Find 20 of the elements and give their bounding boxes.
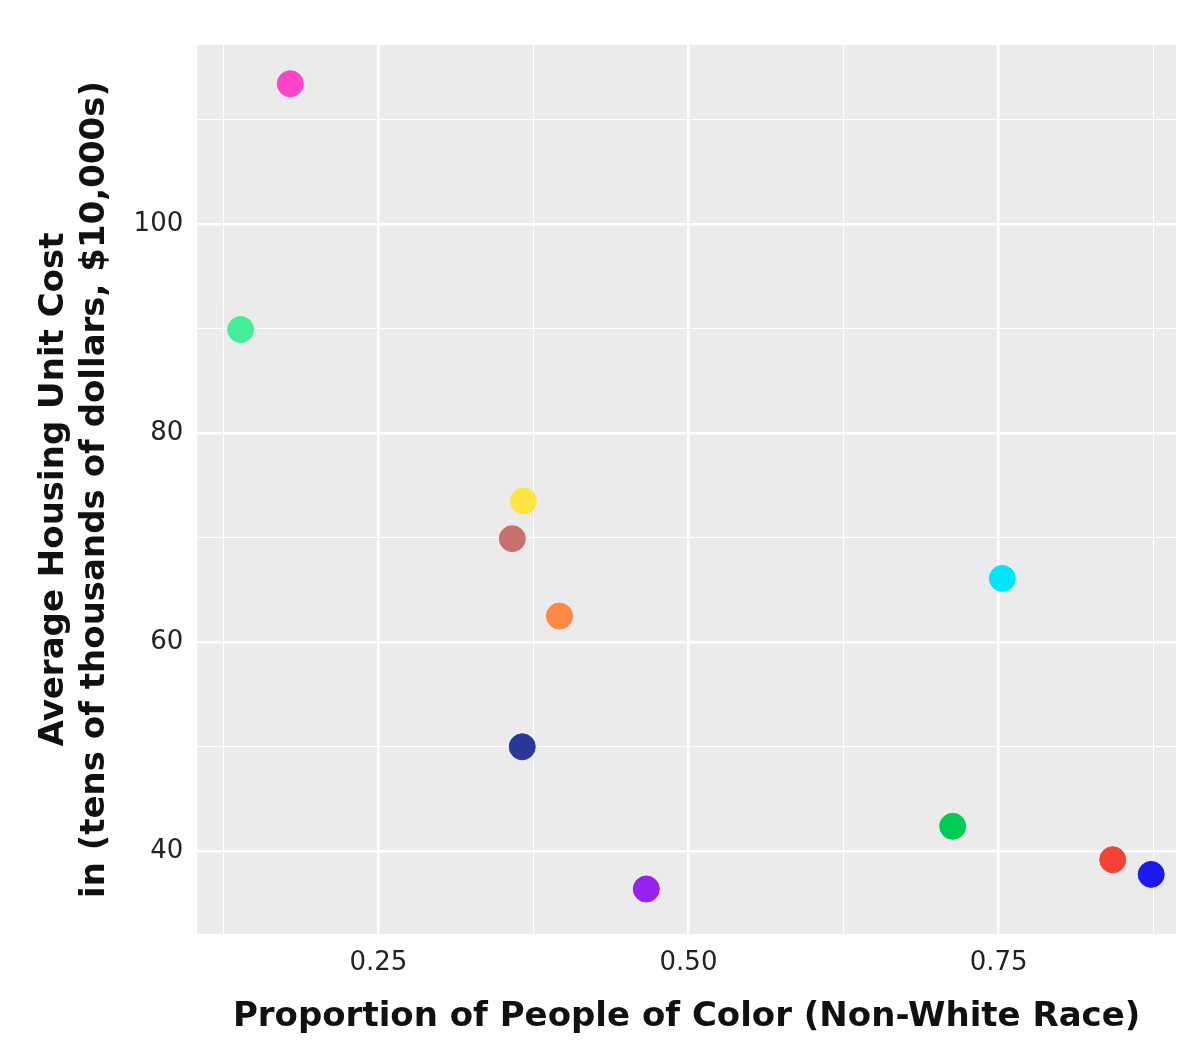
point: [1137, 860, 1165, 888]
point: [545, 602, 573, 630]
x-tick-label: 0.50: [659, 946, 718, 977]
point: [498, 525, 526, 553]
point: [988, 564, 1016, 592]
x-axis-title: Proportion of People of Color (Non-White Race): [232, 994, 1141, 1035]
x-tick-label: 0.25: [349, 946, 408, 977]
point: [632, 875, 660, 903]
x-tick-label: 0.75: [969, 946, 1028, 977]
y-tick-label: 80: [150, 415, 184, 446]
point: [1099, 846, 1127, 874]
y-tick-label: 100: [133, 206, 184, 237]
point: [939, 812, 967, 840]
point: [276, 70, 304, 98]
point: [227, 315, 255, 343]
point: [509, 487, 537, 515]
point: [508, 733, 536, 761]
y-tick-label: 40: [150, 834, 184, 865]
y-tick-label: 60: [150, 624, 184, 655]
y-axis-title: Average Housing Unit Cost in (tens of thousands of dollars, $10,000s): [31, 81, 113, 898]
